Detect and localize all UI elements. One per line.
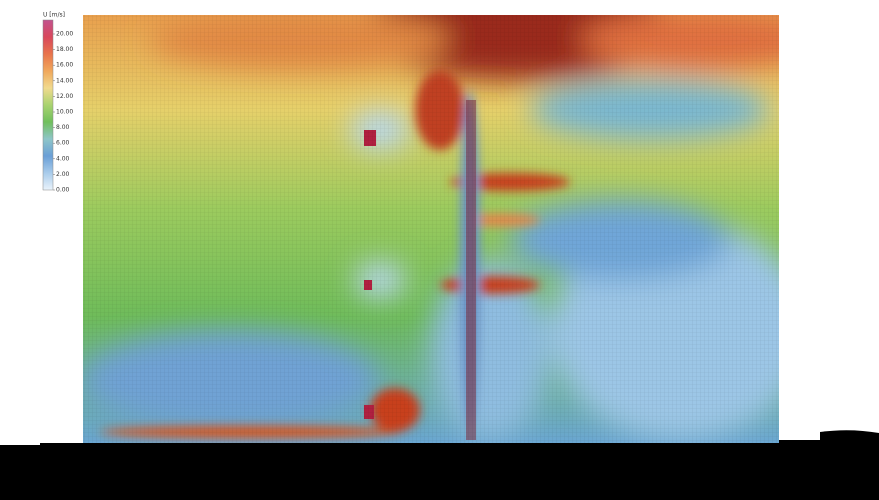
- legend: 20.00 18.00 16.00 14.00 12.00 10.00 8.00 6.00 4.…: [42, 19, 73, 194]
- colorbar-label: 0.00: [56, 187, 70, 194]
- colorbar: [42, 19, 54, 191]
- colorbar-label: 6.00: [56, 140, 70, 147]
- colorbar-label: 4.00: [56, 155, 70, 162]
- colorbar-label: 20.00: [56, 31, 73, 38]
- mask-band: [0, 440, 879, 500]
- legend-title: U [m/s]: [43, 12, 65, 19]
- velocity-field: [83, 15, 779, 445]
- colorbar-label: 14.00: [56, 77, 73, 84]
- colorbar-label: 10.00: [56, 109, 73, 116]
- colorbar-label: 18.00: [56, 46, 73, 53]
- colorbar-label: 16.00: [56, 62, 73, 69]
- colorbar-label: 12.00: [56, 93, 73, 100]
- colorbar-label: 2.00: [56, 171, 70, 178]
- mask-shape: [820, 430, 879, 440]
- colorbar-label: 8.00: [56, 124, 70, 131]
